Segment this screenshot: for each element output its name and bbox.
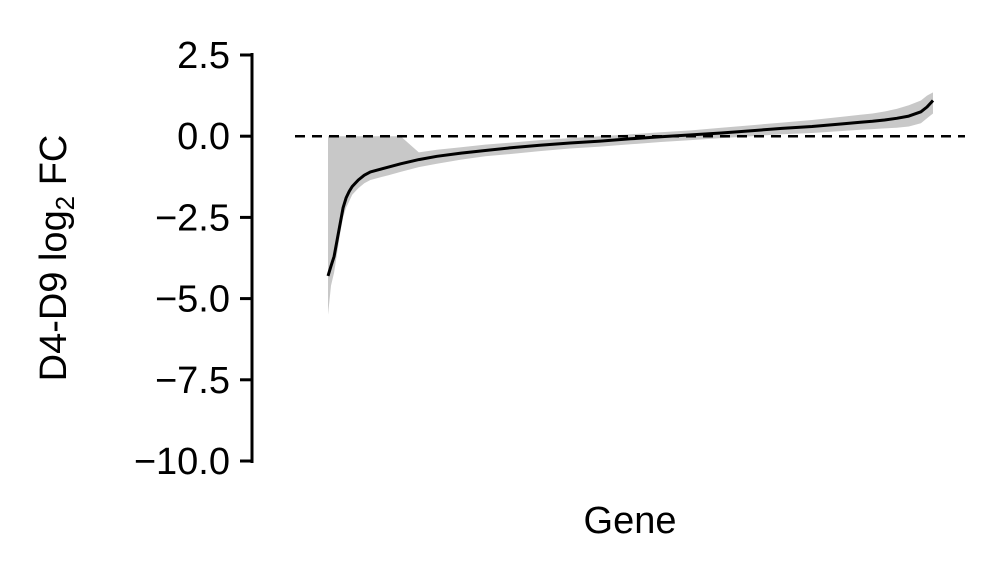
x-axis-label: Gene [584, 500, 677, 542]
y-axis-label: D4-D9 log2 FC [33, 135, 80, 382]
y-axis-label-suffix: FC [33, 135, 75, 196]
y-axis-label-prefix: D4-D9 log [33, 210, 75, 381]
series-band [328, 92, 933, 315]
y-axis-label-subscript: 2 [50, 196, 80, 210]
y-tick-group: 2.5 0.0 −2.5 −5.0 −7.5 −10.0 [134, 35, 252, 483]
series-line-layer [326, 99, 935, 277]
y-tick-label: 0.0 [177, 116, 230, 158]
y-tick-label: 2.5 [177, 35, 230, 77]
y-tick-label: −7.5 [155, 360, 230, 402]
y-tick-label: −10.0 [134, 441, 230, 483]
y-tick-label: −2.5 [155, 197, 230, 239]
series-line [326, 99, 935, 277]
confidence-band-layer [328, 92, 933, 315]
y-tick-label: −5.0 [155, 279, 230, 321]
